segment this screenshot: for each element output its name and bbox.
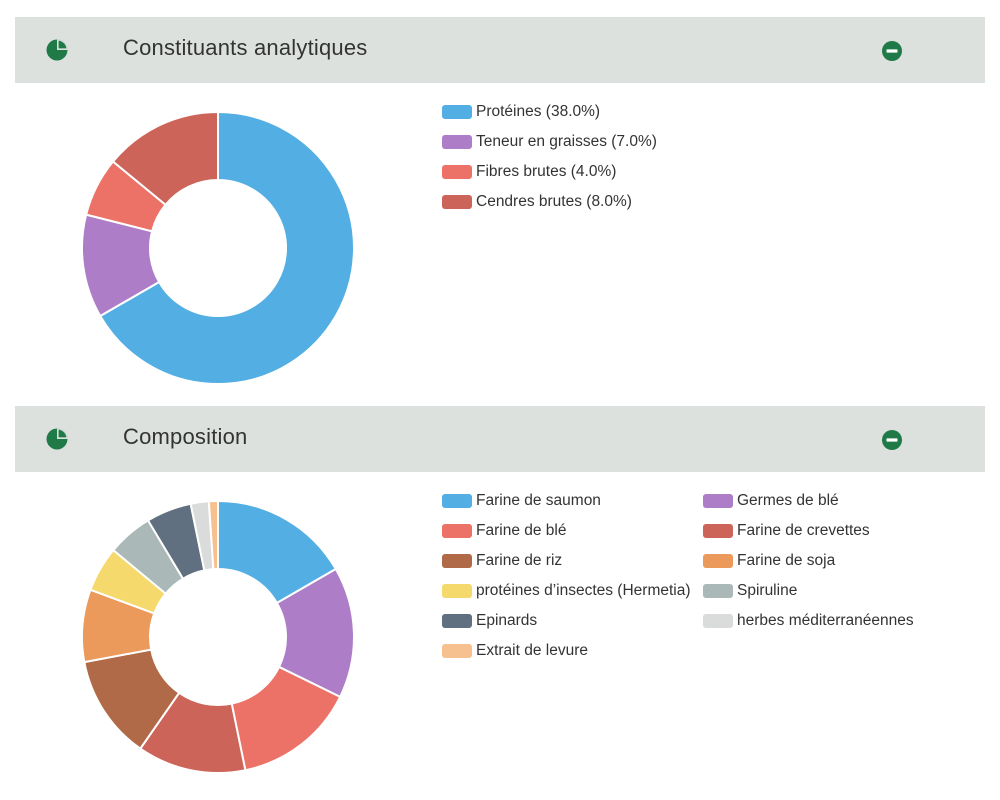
legend-item[interactable]: Farine de riz [442, 549, 562, 573]
legend-item[interactable]: Farine de saumon [442, 489, 601, 513]
legend-swatch [442, 165, 472, 179]
panel-title: Composition [123, 424, 248, 449]
legend-swatch [703, 494, 733, 508]
legend-item[interactable]: Farine de crevettes [703, 519, 870, 543]
legend-label: Teneur en graisses (7.0%) [476, 133, 657, 150]
legend-label: Epinards [476, 612, 538, 629]
legend-swatch [703, 524, 733, 538]
panel-title: Constituants analytiques [123, 35, 368, 60]
legend-swatch [442, 105, 472, 119]
legend-item[interactable]: Germes de blé [703, 489, 839, 513]
legend-label: Spiruline [737, 582, 798, 599]
pie-chart-icon [46, 428, 68, 450]
legend-label: herbes méditerranéennes [737, 612, 914, 629]
legend-swatch [442, 644, 472, 658]
legend-item[interactable]: Epinards [442, 609, 537, 633]
legend-item[interactable]: Cendres brutes (8.0%) [442, 190, 632, 214]
legend-label: Fibres brutes (4.0%) [476, 163, 617, 180]
legend-label: Cendres brutes (8.0%) [476, 193, 632, 210]
donut-slice[interactable] [111, 110, 219, 207]
composition-legend: Farine de saumon Germes de blé Farine de b… [442, 489, 982, 669]
legend-swatch [442, 584, 472, 598]
legend-label: Extrait de levure [476, 642, 588, 659]
legend-swatch [442, 614, 472, 628]
legend-swatch [703, 554, 733, 568]
legend-item[interactable]: herbes méditerranéennes [703, 609, 914, 633]
legend-swatch [442, 195, 472, 209]
minus-circle-icon[interactable] [882, 41, 902, 61]
legend-label: Farine de saumon [476, 492, 601, 509]
panel-header-constituants: Constituants analytiques [15, 17, 985, 83]
legend-swatch [703, 614, 733, 628]
composition-donut-chart [81, 499, 355, 774]
legend-item[interactable]: Farine de soja [703, 549, 835, 573]
constituants-legend: Protéines (38.0%) Teneur en graisses (7.0… [442, 100, 982, 220]
legend-item[interactable]: Extrait de levure [442, 639, 588, 663]
legend-item[interactable]: Farine de blé [442, 519, 566, 543]
legend-swatch [442, 554, 472, 568]
legend-swatch [442, 135, 472, 149]
legend-label: Germes de blé [737, 492, 839, 509]
legend-swatch [703, 584, 733, 598]
legend-label: Farine de crevettes [737, 522, 870, 539]
pie-chart-icon [46, 39, 68, 61]
legend-item[interactable]: Fibres brutes (4.0%) [442, 160, 616, 184]
legend-swatch [442, 494, 472, 508]
donut-slice[interactable] [98, 110, 355, 385]
legend-label: Farine de soja [737, 552, 836, 569]
legend-label: Farine de riz [476, 552, 563, 569]
donut-slice[interactable] [207, 499, 219, 571]
legend-item[interactable]: Spiruline [703, 579, 797, 603]
legend-item[interactable]: Protéines (38.0%) [442, 100, 600, 124]
legend-label: protéines d’insectes (Hermetia) [476, 582, 691, 599]
constituants-donut-chart [81, 110, 355, 385]
minus-circle-icon[interactable] [882, 430, 902, 450]
legend-item[interactable]: protéines d’insectes (Hermetia) [442, 579, 691, 603]
legend-label: Protéines (38.0%) [476, 103, 601, 120]
legend-item[interactable]: Teneur en graisses (7.0%) [442, 130, 657, 154]
legend-label: Farine de blé [476, 522, 567, 539]
panel-header-composition: Composition [15, 406, 985, 472]
legend-swatch [442, 524, 472, 538]
